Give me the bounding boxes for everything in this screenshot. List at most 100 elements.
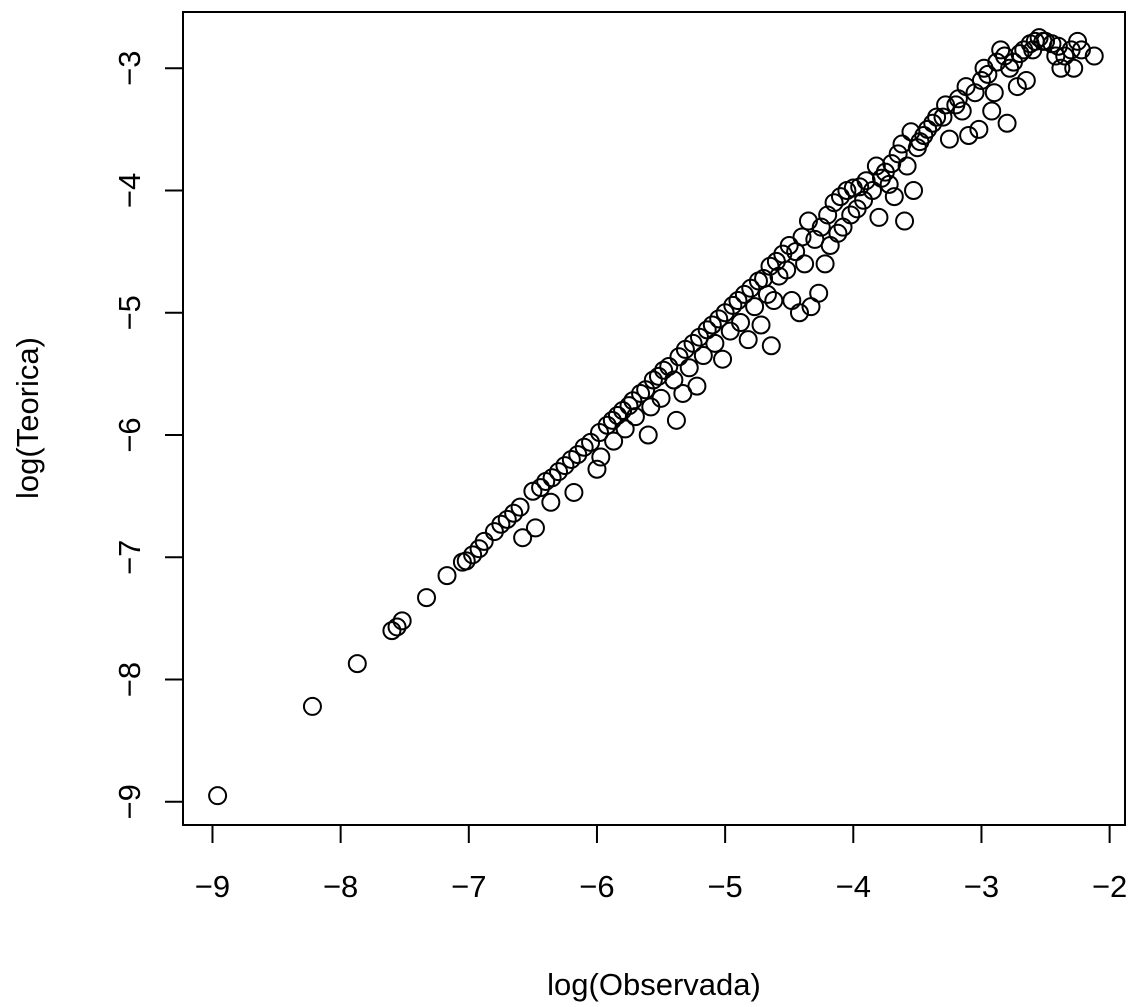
point — [604, 431, 624, 451]
point — [728, 291, 748, 311]
point — [702, 315, 722, 335]
point — [982, 101, 1002, 121]
point — [463, 545, 483, 565]
point — [705, 333, 725, 353]
point — [602, 410, 622, 430]
point — [863, 180, 883, 200]
point — [745, 297, 765, 317]
point — [879, 174, 899, 194]
point — [895, 211, 915, 231]
point — [387, 617, 407, 637]
point — [731, 313, 751, 333]
point — [555, 456, 575, 476]
point — [1051, 58, 1071, 78]
point — [856, 171, 876, 191]
point — [971, 70, 991, 90]
x-tick-label: −8 — [323, 869, 358, 904]
point — [541, 492, 561, 512]
point — [795, 254, 815, 274]
point — [959, 125, 979, 145]
point — [815, 254, 835, 274]
point — [664, 370, 684, 390]
x-tick-label: −5 — [707, 869, 742, 904]
y-tick-label: −4 — [112, 173, 147, 208]
point — [392, 611, 412, 631]
point — [897, 156, 917, 176]
point — [491, 514, 511, 534]
point — [613, 401, 633, 421]
point — [666, 410, 686, 430]
point — [713, 349, 733, 369]
point — [497, 509, 517, 529]
y-tick-label: −3 — [112, 51, 147, 86]
point — [969, 119, 989, 139]
point — [574, 437, 594, 457]
point — [525, 518, 545, 538]
point — [641, 397, 661, 417]
point — [302, 696, 322, 716]
point — [904, 180, 924, 200]
point — [638, 425, 658, 445]
point — [978, 64, 998, 84]
point — [734, 284, 754, 304]
point — [625, 407, 645, 427]
point — [850, 177, 870, 197]
point — [811, 217, 831, 237]
point — [1010, 44, 1030, 64]
y-tick-label: −7 — [112, 540, 147, 575]
point — [510, 497, 530, 517]
point — [1068, 31, 1088, 51]
point — [927, 107, 947, 127]
point — [1016, 70, 1036, 90]
y-tick-label: −5 — [112, 295, 147, 330]
point — [591, 447, 611, 467]
point — [818, 205, 838, 225]
point — [723, 295, 743, 315]
y-tick-label: −8 — [112, 662, 147, 697]
point — [1055, 46, 1075, 66]
point — [474, 531, 494, 551]
point — [761, 336, 781, 356]
point — [1084, 46, 1104, 66]
point — [587, 459, 607, 479]
point — [654, 360, 674, 380]
x-tick-label: −6 — [579, 869, 614, 904]
point — [561, 449, 581, 469]
point — [830, 187, 850, 207]
x-tick-label: −3 — [964, 869, 999, 904]
point — [347, 654, 367, 674]
point — [918, 119, 938, 139]
point — [687, 376, 707, 396]
point — [1048, 36, 1068, 56]
point — [828, 223, 848, 243]
point — [597, 415, 617, 435]
point — [965, 83, 985, 103]
point — [659, 357, 679, 377]
point — [933, 107, 953, 127]
x-tick-label: −4 — [836, 869, 871, 904]
point — [542, 468, 562, 488]
point — [809, 283, 829, 303]
point — [531, 478, 551, 498]
point — [709, 309, 729, 329]
point — [892, 134, 912, 154]
point — [382, 621, 402, 641]
point — [1071, 40, 1091, 60]
point — [751, 315, 771, 335]
point — [952, 101, 972, 121]
point — [720, 321, 740, 341]
point — [643, 370, 663, 390]
point — [679, 358, 699, 378]
point — [841, 205, 861, 225]
x-tick-label: −7 — [451, 869, 486, 904]
point — [208, 786, 228, 806]
point — [789, 303, 809, 323]
point — [884, 187, 904, 207]
point — [549, 462, 569, 482]
point — [798, 211, 818, 231]
point — [882, 154, 902, 174]
point — [824, 193, 844, 213]
point — [456, 551, 476, 571]
point — [997, 113, 1017, 133]
